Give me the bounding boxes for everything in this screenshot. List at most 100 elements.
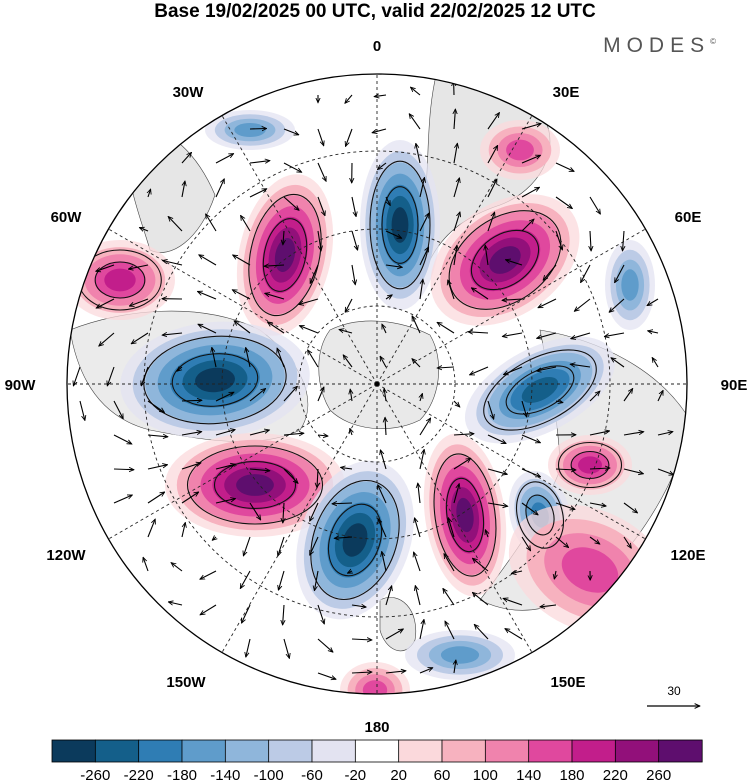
wind-arrow bbox=[385, 417, 386, 436]
wind-arrow bbox=[444, 554, 455, 572]
height-contour bbox=[557, 441, 623, 489]
wind-arrow bbox=[317, 638, 333, 652]
height-contour bbox=[369, 160, 431, 290]
wind-arrow bbox=[555, 162, 574, 172]
wind-arrow bbox=[198, 291, 217, 300]
wind-arrow bbox=[113, 434, 132, 445]
height-contour bbox=[327, 503, 383, 577]
colorbar-swatch bbox=[354, 739, 400, 763]
wind-arrow bbox=[309, 502, 319, 521]
wind-arrow bbox=[317, 672, 336, 679]
anomaly-neg bbox=[605, 240, 655, 330]
wind-arrow bbox=[283, 468, 298, 483]
colorbar-tick-label: 220 bbox=[603, 767, 628, 783]
contour-set bbox=[310, 479, 400, 601]
height-contour bbox=[248, 193, 322, 317]
wind-arrow bbox=[521, 124, 541, 130]
anomaly-band bbox=[506, 139, 534, 161]
wind-arrow bbox=[521, 434, 540, 443]
wind-arrow bbox=[348, 571, 353, 574]
colorbar-swatch bbox=[138, 739, 183, 763]
wind-arrow bbox=[168, 602, 183, 606]
meridian-line bbox=[219, 110, 378, 385]
meridian-line bbox=[103, 383, 378, 542]
wind-arrow bbox=[647, 298, 659, 306]
wind-arrow bbox=[521, 187, 540, 198]
wind-arrow bbox=[181, 432, 202, 436]
colorbar-tick-label: -180 bbox=[167, 767, 197, 783]
brand-logo: MODES© bbox=[603, 34, 716, 58]
wind-arrow bbox=[206, 214, 217, 232]
contour-set bbox=[369, 160, 431, 290]
wind-arrow bbox=[241, 604, 251, 623]
anomaly-band bbox=[621, 269, 639, 301]
wind-arrow bbox=[278, 570, 285, 590]
wind-arrow bbox=[443, 588, 455, 606]
height-contour bbox=[262, 218, 308, 292]
wind-arrow bbox=[474, 624, 489, 640]
wind-arrow bbox=[200, 570, 217, 579]
colorbar-tick-label: -20 bbox=[344, 767, 366, 783]
wind-arrow bbox=[589, 391, 600, 402]
wind-arrow bbox=[215, 179, 225, 198]
wind-arrow bbox=[147, 465, 168, 470]
wind-arrow bbox=[374, 95, 387, 97]
wind-arrow bbox=[537, 332, 557, 338]
wind-arrow bbox=[487, 468, 507, 474]
wind-arrow bbox=[411, 316, 421, 334]
meridian-line bbox=[376, 226, 651, 385]
wind-arrow bbox=[163, 261, 183, 266]
wind-arrow bbox=[350, 389, 352, 402]
wind-arrow bbox=[382, 552, 387, 572]
wind-arrow bbox=[283, 230, 284, 245]
wind-arrow bbox=[141, 366, 149, 386]
wind-arrow bbox=[283, 604, 284, 625]
latitude-circle bbox=[221, 228, 533, 540]
wind-arrow bbox=[147, 400, 164, 412]
wind-arrow bbox=[283, 196, 299, 210]
wind-arrow bbox=[502, 332, 523, 337]
map-disk bbox=[67, 74, 687, 694]
wind-arrow bbox=[554, 570, 556, 579]
chart-title: Base 19/02/2025 00 UTC, valid 22/02/2025… bbox=[154, 1, 596, 22]
anomaly-band bbox=[391, 207, 409, 243]
anomaly-band bbox=[521, 377, 559, 403]
wind-arrow bbox=[581, 264, 591, 283]
colorbar-swatch bbox=[224, 739, 270, 763]
colorbar-tick-label: -140 bbox=[210, 767, 240, 783]
wind-arrow bbox=[113, 400, 123, 419]
colorbar: -260 -220 -180 -140 -100 -60 -20 20 60 100 140 180 2… bbox=[51, 739, 703, 783]
wind-arrow bbox=[351, 196, 356, 217]
wind-arrow bbox=[414, 552, 421, 572]
wind-arrow bbox=[212, 537, 216, 540]
wind-arrow bbox=[139, 228, 149, 232]
wind-arrow bbox=[555, 469, 576, 470]
wind-arrow bbox=[351, 264, 355, 285]
wind-arrow bbox=[657, 432, 673, 436]
wind-arrow bbox=[332, 503, 353, 504]
anomaly-neg bbox=[205, 110, 295, 150]
wind-arrow bbox=[487, 400, 494, 419]
wind-arrow bbox=[215, 499, 236, 504]
wind-arrow bbox=[420, 394, 422, 402]
wind-arrow bbox=[454, 660, 456, 674]
wind-arrow bbox=[555, 401, 563, 403]
wind-arrow bbox=[543, 264, 557, 280]
wind-arrow bbox=[162, 333, 183, 335]
wind-arrow bbox=[657, 390, 664, 402]
colorbar-tick-label: 60 bbox=[434, 767, 451, 783]
wind-arrow bbox=[346, 128, 353, 146]
wind-arrow bbox=[453, 458, 471, 470]
anomaly-pos bbox=[480, 120, 560, 180]
wind-arrow bbox=[351, 605, 366, 607]
wind-arrow bbox=[181, 463, 201, 470]
wind-arrow bbox=[264, 265, 285, 266]
wind-arrow bbox=[419, 668, 433, 674]
anomaly-band bbox=[578, 456, 602, 474]
wind-arrow bbox=[107, 366, 115, 386]
wind-arrow bbox=[147, 519, 155, 538]
wind-arrow bbox=[448, 518, 455, 538]
label-120w: 120W bbox=[46, 547, 86, 564]
wind-arrow bbox=[181, 181, 185, 198]
